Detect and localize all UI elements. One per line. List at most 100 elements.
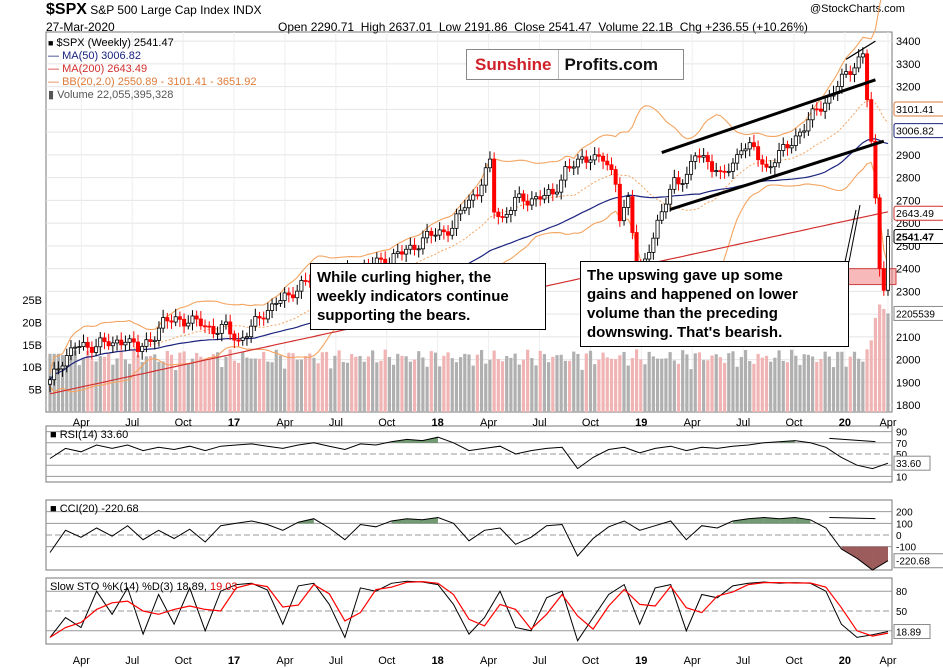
volume-bar bbox=[492, 350, 496, 412]
volume-bar bbox=[886, 313, 890, 412]
index-name: S&P 500 Large Cap Index bbox=[90, 3, 230, 17]
candle-body bbox=[680, 183, 685, 185]
volume-bar bbox=[794, 355, 798, 412]
candle-body bbox=[613, 169, 618, 185]
legend-ma50-label: MA(50) 3006.82 bbox=[62, 50, 141, 62]
candle-body bbox=[454, 213, 459, 229]
candle-body bbox=[81, 341, 86, 347]
sto-d-line bbox=[49, 580, 889, 638]
volume-bar bbox=[517, 364, 521, 412]
volume-bar bbox=[362, 361, 366, 412]
volume-bar bbox=[358, 356, 362, 412]
volume-bar bbox=[567, 360, 572, 412]
volume-bar bbox=[878, 304, 882, 412]
candle-body bbox=[529, 198, 534, 206]
brand-part1: Sunshine bbox=[467, 50, 559, 79]
candle-body bbox=[228, 321, 233, 335]
rsi-title: ■ RSI(14) 33.60 bbox=[50, 429, 128, 441]
volume-bar bbox=[622, 351, 626, 412]
volume-bar bbox=[295, 359, 299, 412]
candle-body bbox=[253, 316, 258, 327]
candle-body bbox=[693, 155, 698, 162]
price-x-tick: 17 bbox=[228, 417, 240, 429]
candle-body bbox=[659, 211, 664, 221]
candle-body bbox=[575, 158, 580, 168]
volume-bar bbox=[551, 356, 555, 412]
sto-level-label: 80 bbox=[896, 587, 908, 598]
candle-body bbox=[546, 188, 551, 196]
volume-bar bbox=[320, 352, 324, 412]
price-tick-label: 3200 bbox=[896, 82, 920, 94]
volume-bar bbox=[90, 360, 94, 412]
volume-badge bbox=[893, 305, 943, 321]
volume-bar bbox=[731, 351, 735, 412]
volume-bar bbox=[664, 358, 668, 412]
volume-bar bbox=[287, 352, 291, 412]
volume-bar bbox=[316, 363, 320, 412]
legend-volume: ▮ Volume 22,055,395,328 bbox=[48, 89, 174, 101]
candle-body bbox=[52, 368, 57, 381]
candle-body bbox=[135, 341, 140, 352]
volume-bar bbox=[148, 355, 153, 412]
price-x-tick: Apr bbox=[73, 417, 90, 429]
cci-fill-up bbox=[748, 517, 764, 524]
volume-bar bbox=[140, 361, 144, 412]
candle-body bbox=[550, 188, 555, 195]
volume-bar bbox=[576, 353, 580, 412]
volume-bar bbox=[132, 350, 136, 412]
price-tick-label: 3300 bbox=[896, 59, 920, 71]
volume-bar bbox=[73, 350, 77, 412]
volume-bar bbox=[618, 355, 622, 412]
volume-bar bbox=[685, 354, 689, 412]
volume-bar bbox=[186, 363, 190, 412]
volume-bar bbox=[60, 355, 65, 412]
candle-body bbox=[295, 290, 300, 299]
price-tick-label: 1800 bbox=[896, 400, 920, 412]
candle-body bbox=[743, 148, 748, 152]
candle-body bbox=[56, 368, 61, 371]
low-value: 2191.86 bbox=[464, 20, 508, 34]
candle-body bbox=[429, 230, 434, 236]
volume-bar bbox=[572, 351, 576, 412]
volume-bar bbox=[153, 354, 157, 412]
bottom-x-tick: 17 bbox=[228, 655, 240, 667]
candle-body bbox=[433, 234, 438, 237]
volume-bar bbox=[810, 356, 815, 412]
volume-bar bbox=[672, 360, 676, 412]
candle-body bbox=[223, 321, 228, 325]
candle-body bbox=[408, 244, 413, 250]
volume-bar bbox=[174, 370, 178, 412]
candle-body bbox=[730, 162, 735, 172]
candle-body bbox=[865, 53, 870, 100]
candle-body bbox=[651, 237, 656, 253]
candle-body bbox=[802, 130, 807, 133]
sto-level-label: 50 bbox=[896, 607, 908, 618]
candle-body bbox=[668, 188, 673, 205]
price-x-tick: 20 bbox=[839, 417, 851, 429]
volume-tick-label: 10B bbox=[22, 362, 42, 374]
volume-bar bbox=[408, 361, 412, 412]
bottom-x-tick: 18 bbox=[432, 655, 444, 667]
volume-bar bbox=[538, 350, 542, 412]
candle-body bbox=[596, 154, 601, 157]
ma50-badge bbox=[893, 123, 943, 139]
volume-bar bbox=[836, 351, 840, 412]
cci-title: ■ CCI(20) -220.68 bbox=[50, 503, 139, 515]
volume-bar bbox=[324, 351, 329, 412]
volume-bar bbox=[823, 351, 827, 412]
bb-upper-badge-text: 3101.41 bbox=[896, 104, 934, 116]
volume-bar bbox=[329, 368, 333, 412]
volume-bar bbox=[438, 366, 442, 412]
candle-body bbox=[521, 193, 526, 202]
volume-bar bbox=[391, 364, 396, 412]
volume-bar bbox=[333, 355, 337, 412]
rsi-level-label: 50 bbox=[896, 450, 908, 461]
volume-bar bbox=[446, 352, 450, 412]
candle-body bbox=[622, 207, 627, 222]
low-label: Low bbox=[438, 20, 461, 34]
cci-fill-up bbox=[794, 517, 811, 524]
candle-body bbox=[735, 154, 740, 164]
volume-bar bbox=[266, 361, 270, 412]
candle-body bbox=[538, 196, 543, 200]
bottom-x-tick: Jul bbox=[125, 655, 139, 667]
